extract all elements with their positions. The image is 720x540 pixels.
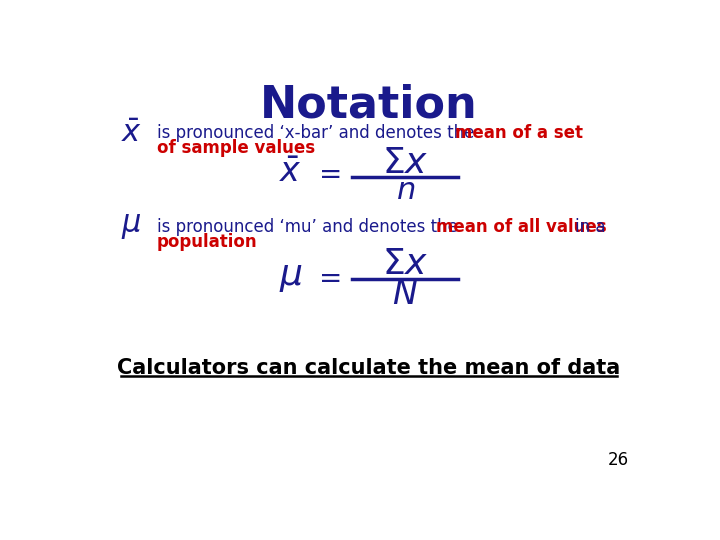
- Text: $\mu$: $\mu$: [279, 260, 303, 294]
- Text: $\Sigma x$: $\Sigma x$: [382, 145, 428, 179]
- Text: population: population: [157, 233, 258, 251]
- Text: Notation: Notation: [260, 84, 478, 126]
- Text: $=$: $=$: [313, 159, 341, 187]
- Text: mean of a set: mean of a set: [456, 124, 583, 143]
- Text: $N$: $N$: [392, 278, 418, 311]
- Text: is pronounced ‘x-bar’ and denotes the: is pronounced ‘x-bar’ and denotes the: [157, 124, 480, 143]
- Text: $=$: $=$: [313, 263, 341, 291]
- Text: 26: 26: [608, 451, 629, 469]
- Text: Calculators can calculate the mean of data: Calculators can calculate the mean of da…: [117, 359, 621, 379]
- Text: $n$: $n$: [395, 176, 415, 205]
- Text: $\bar{x}$: $\bar{x}$: [279, 157, 302, 190]
- Text: in a: in a: [575, 218, 606, 236]
- Text: of sample values: of sample values: [157, 139, 315, 157]
- Text: $\mu$: $\mu$: [121, 212, 141, 241]
- Text: mean of all values: mean of all values: [436, 218, 606, 236]
- Text: is pronounced ‘mu’ and denotes the: is pronounced ‘mu’ and denotes the: [157, 218, 463, 236]
- Text: $\bar{x}$: $\bar{x}$: [121, 119, 142, 148]
- Text: $\Sigma x$: $\Sigma x$: [382, 247, 428, 281]
